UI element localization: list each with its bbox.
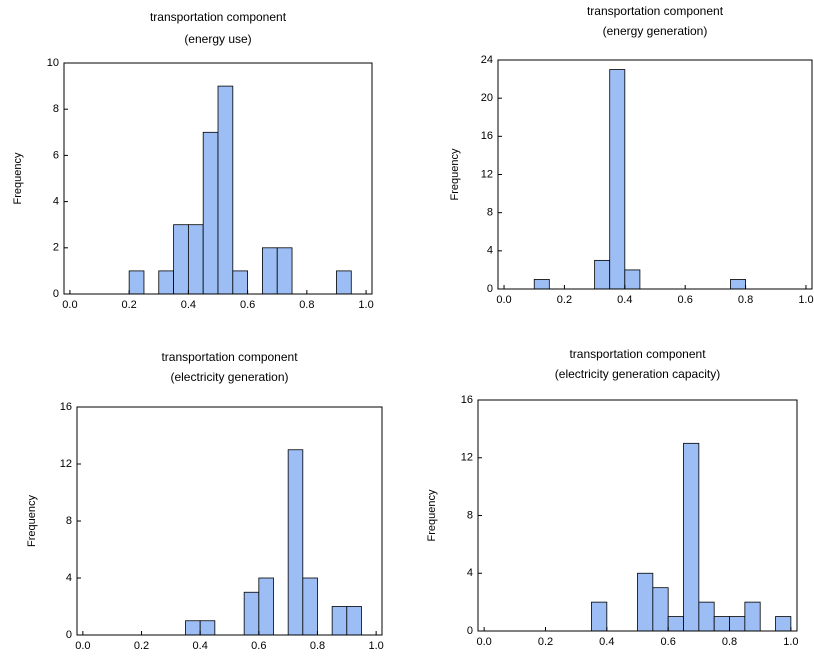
y-tick-label: 10 xyxy=(47,57,59,69)
chart-subtitle: (electricity generation capacity) xyxy=(555,367,720,381)
chart-subtitle: (energy use) xyxy=(184,32,251,46)
histogram-bar xyxy=(276,247,293,295)
plot-frame xyxy=(76,406,383,636)
x-tick-label: 0.0 xyxy=(496,294,511,306)
histogram-bar xyxy=(594,259,611,290)
y-tick-label: 20 xyxy=(481,92,493,104)
y-axis-label: Frequency xyxy=(26,495,38,547)
x-tick-label: 1.0 xyxy=(783,636,798,648)
x-tick-label: 0.8 xyxy=(310,640,325,652)
histogram-bar xyxy=(232,270,249,295)
histogram-bar xyxy=(683,442,700,632)
histogram-bar xyxy=(331,606,348,636)
x-tick-label: 0.4 xyxy=(599,636,614,648)
chart-subtitle: (electricity generation) xyxy=(170,370,288,384)
histogram-bar xyxy=(302,577,318,636)
y-axis-label: Frequency xyxy=(426,489,438,541)
y-tick-label: 16 xyxy=(60,401,72,413)
histogram-bar xyxy=(287,449,304,636)
y-tick-label: 12 xyxy=(481,168,493,180)
histogram-bar xyxy=(336,270,352,295)
x-tick-label: 0.4 xyxy=(181,299,196,311)
histogram-bar xyxy=(185,620,201,636)
histogram-bar xyxy=(217,85,234,295)
chart-title: transportation component xyxy=(161,350,298,364)
histogram-bar xyxy=(730,279,746,290)
x-tick-label: 0.6 xyxy=(678,294,693,306)
histogram-bar xyxy=(533,279,550,290)
y-tick-label: 12 xyxy=(60,458,72,470)
chart-subtitle: (energy generation) xyxy=(603,24,708,38)
y-tick-label: 6 xyxy=(53,149,59,161)
y-tick-label: 0 xyxy=(487,283,493,295)
y-tick-label: 8 xyxy=(467,509,473,521)
chart-title: transportation component xyxy=(569,347,706,361)
histogram-bar xyxy=(202,131,219,295)
histogram-bar xyxy=(199,620,216,636)
histogram-bar xyxy=(128,270,145,295)
histogram-bar xyxy=(258,577,274,636)
histogram-bar xyxy=(667,616,684,632)
x-tick-label: 0.8 xyxy=(738,294,753,306)
y-tick-label: 4 xyxy=(66,572,72,584)
histogram-bar xyxy=(652,587,669,632)
histogram-bar xyxy=(243,591,260,636)
histogram-bar xyxy=(744,601,761,632)
x-tick-label: 1.0 xyxy=(798,294,813,306)
y-axis-label: Frequency xyxy=(449,148,461,200)
histogram-bar xyxy=(775,616,792,632)
x-tick-label: 0.2 xyxy=(122,299,137,311)
histogram-bar xyxy=(637,572,654,632)
y-tick-label: 2 xyxy=(53,242,59,254)
y-tick-label: 0 xyxy=(53,288,59,300)
y-tick-label: 0 xyxy=(66,629,72,641)
x-tick-label: 0.0 xyxy=(75,640,90,652)
x-tick-label: 0.2 xyxy=(538,636,553,648)
plot-frame xyxy=(63,62,373,295)
x-tick-label: 0.4 xyxy=(617,294,632,306)
x-tick-label: 0.6 xyxy=(251,640,266,652)
plot-frame xyxy=(497,59,813,290)
histogram-bar xyxy=(624,269,641,290)
y-tick-label: 8 xyxy=(487,207,493,219)
histogram-bar xyxy=(187,224,204,295)
histogram-bar xyxy=(609,69,626,290)
x-tick-label: 0.0 xyxy=(476,636,491,648)
x-tick-label: 0.8 xyxy=(299,299,314,311)
x-tick-label: 1.0 xyxy=(358,299,373,311)
histogram-bar xyxy=(591,601,608,632)
y-tick-label: 0 xyxy=(467,625,473,637)
y-tick-label: 8 xyxy=(66,515,72,527)
y-tick-label: 4 xyxy=(467,567,473,579)
y-tick-label: 8 xyxy=(53,103,59,115)
histogram-bar xyxy=(262,247,278,295)
histogram-bar xyxy=(729,616,746,632)
y-tick-label: 24 xyxy=(481,54,493,66)
histogram-bar xyxy=(173,224,189,295)
histogram-bar xyxy=(698,601,715,632)
x-tick-label: 0.6 xyxy=(661,636,676,648)
x-tick-label: 0.6 xyxy=(240,299,255,311)
x-tick-label: 0.2 xyxy=(557,294,572,306)
y-tick-label: 4 xyxy=(53,196,59,208)
y-tick-label: 12 xyxy=(461,452,473,464)
histogram-bar xyxy=(713,616,730,632)
x-tick-label: 0.0 xyxy=(62,299,77,311)
chart-title: transportation component xyxy=(150,10,287,24)
chart-title: transportation component xyxy=(587,4,724,18)
y-axis-label: Frequency xyxy=(12,152,24,204)
x-tick-label: 0.8 xyxy=(722,636,737,648)
y-tick-label: 4 xyxy=(487,245,493,257)
histogram-bar xyxy=(346,606,362,636)
x-tick-label: 0.4 xyxy=(193,640,208,652)
x-tick-label: 1.0 xyxy=(368,640,383,652)
y-tick-label: 16 xyxy=(481,130,493,142)
x-tick-label: 0.2 xyxy=(134,640,149,652)
y-tick-label: 16 xyxy=(461,394,473,406)
histogram-bar xyxy=(158,270,174,295)
